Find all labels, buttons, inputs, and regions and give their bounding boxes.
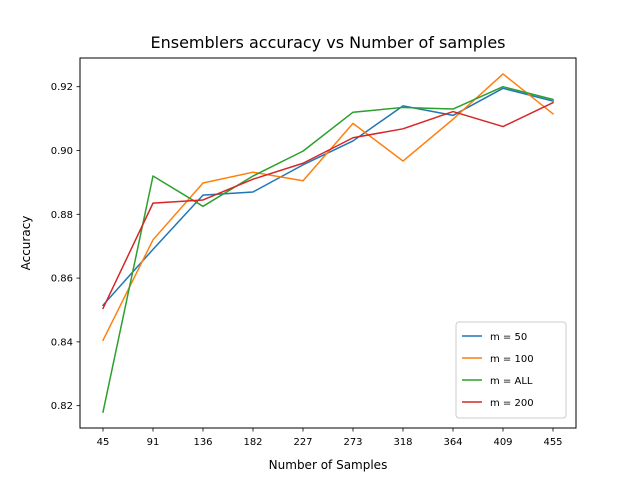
- x-axis-label: Number of Samples: [269, 458, 388, 472]
- y-axis-label: Accuracy: [19, 216, 33, 271]
- y-tick-label: 0.84: [51, 337, 73, 348]
- x-tick-label: 364: [443, 437, 462, 448]
- chart-title: Ensemblers accuracy vs Number of samples: [151, 33, 506, 52]
- y-tick-label: 0.82: [51, 401, 73, 412]
- legend-label: m = 200: [490, 398, 534, 409]
- y-tick-label: 0.92: [51, 82, 73, 93]
- x-tick-label: 91: [147, 437, 160, 448]
- x-axis: 45 91 136 182 227 273 318 364 409 455: [97, 428, 563, 448]
- series-line-3: [102, 101, 555, 310]
- y-tick-label: 0.90: [51, 146, 73, 157]
- series-line-1: [101, 73, 555, 342]
- y-axis: 0.82 0.84 0.86 0.88 0.90 0.92: [51, 82, 80, 412]
- legend-label: m = ALL: [490, 376, 533, 387]
- x-tick-label: 45: [97, 437, 110, 448]
- series-line-2: [102, 85, 554, 413]
- y-tick-label: 0.88: [51, 210, 73, 221]
- x-tick-label: 227: [293, 437, 312, 448]
- legend-box: [455, 321, 567, 419]
- plot-frame: [79, 57, 577, 429]
- x-tick-label: 409: [493, 437, 512, 448]
- x-tick-label: 273: [343, 437, 362, 448]
- plot-lines: [101, 73, 555, 413]
- legend-label: m = 50: [490, 332, 527, 343]
- x-tick-label: 455: [543, 437, 562, 448]
- legend: m = 50 m = 100 m = ALL m = 200: [455, 321, 567, 419]
- x-tick-label: 136: [193, 437, 212, 448]
- legend-label: m = 100: [490, 354, 534, 365]
- y-tick-label: 0.86: [51, 274, 73, 285]
- x-tick-label: 318: [393, 437, 412, 448]
- x-tick-label: 182: [243, 437, 262, 448]
